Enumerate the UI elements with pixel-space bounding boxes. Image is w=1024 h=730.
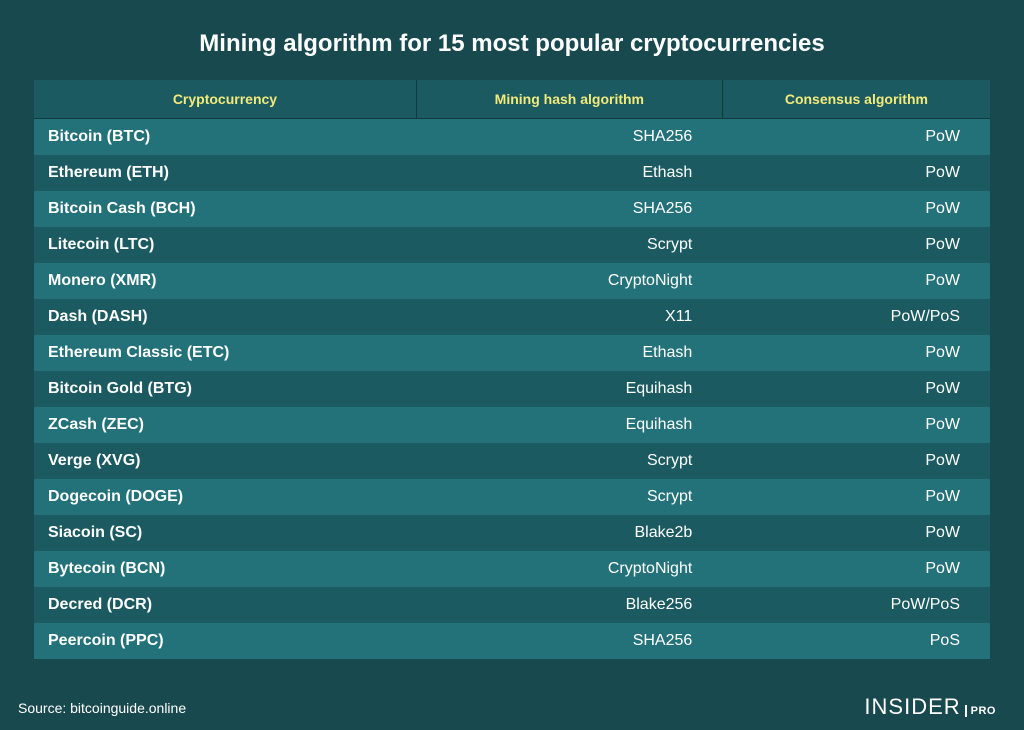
cell-cryptocurrency: Monero (XMR): [34, 263, 416, 299]
brand-logo: INSIDER PRO: [864, 694, 996, 720]
cell-consensus: PoW: [722, 263, 990, 299]
cell-hash: Scrypt: [416, 227, 722, 263]
table-row: Bytecoin (BCN)CryptoNightPoW: [34, 551, 990, 587]
cell-hash: Equihash: [416, 407, 722, 443]
brand-suffix: PRO: [965, 705, 996, 717]
cell-hash: Equihash: [416, 371, 722, 407]
cell-consensus: PoW: [722, 371, 990, 407]
cell-cryptocurrency: ZCash (ZEC): [34, 407, 416, 443]
col-header-hash: Mining hash algorithm: [416, 80, 722, 119]
table-header-row: Cryptocurrency Mining hash algorithm Con…: [34, 80, 990, 119]
cell-hash: CryptoNight: [416, 551, 722, 587]
cell-cryptocurrency: Dogecoin (DOGE): [34, 479, 416, 515]
cell-cryptocurrency: Bitcoin Cash (BCH): [34, 191, 416, 227]
cell-consensus: PoW: [722, 155, 990, 191]
table-row: Bitcoin Cash (BCH)SHA256PoW: [34, 191, 990, 227]
table-row: Dash (DASH)X11PoW/PoS: [34, 299, 990, 335]
cell-consensus: PoW: [722, 191, 990, 227]
cell-consensus: PoW: [722, 551, 990, 587]
cell-hash: SHA256: [416, 623, 722, 659]
cell-hash: Ethash: [416, 335, 722, 371]
cell-cryptocurrency: Siacoin (SC): [34, 515, 416, 551]
cell-cryptocurrency: Decred (DCR): [34, 587, 416, 623]
table-row: Ethereum (ETH)EthashPoW: [34, 155, 990, 191]
cell-hash: Blake256: [416, 587, 722, 623]
table-row: ZCash (ZEC)EquihashPoW: [34, 407, 990, 443]
cell-hash: Ethash: [416, 155, 722, 191]
source-label: Source: bitcoinguide.online: [18, 700, 186, 716]
cell-hash: Scrypt: [416, 443, 722, 479]
infographic-panel: Mining algorithm for 15 most popular cry…: [0, 0, 1024, 730]
cell-consensus: PoW: [722, 119, 990, 156]
cell-consensus: PoW: [722, 515, 990, 551]
cell-cryptocurrency: Peercoin (PPC): [34, 623, 416, 659]
cell-consensus: PoW/PoS: [722, 299, 990, 335]
cell-hash: X11: [416, 299, 722, 335]
crypto-table: Cryptocurrency Mining hash algorithm Con…: [34, 80, 990, 659]
col-header-cryptocurrency: Cryptocurrency: [34, 80, 416, 119]
cell-hash: Scrypt: [416, 479, 722, 515]
table-row: Peercoin (PPC)SHA256PoS: [34, 623, 990, 659]
cell-hash: CryptoNight: [416, 263, 722, 299]
table-row: Bitcoin Gold (BTG)EquihashPoW: [34, 371, 990, 407]
cell-consensus: PoW: [722, 227, 990, 263]
cell-consensus: PoW: [722, 335, 990, 371]
table-row: Dogecoin (DOGE)ScryptPoW: [34, 479, 990, 515]
brand-name: INSIDER: [864, 694, 960, 720]
cell-consensus: PoW: [722, 443, 990, 479]
table-row: Bitcoin (BTC)SHA256PoW: [34, 119, 990, 156]
table-row: Monero (XMR)CryptoNightPoW: [34, 263, 990, 299]
cell-consensus: PoS: [722, 623, 990, 659]
cell-cryptocurrency: Verge (XVG): [34, 443, 416, 479]
cell-cryptocurrency: Dash (DASH): [34, 299, 416, 335]
table-row: Litecoin (LTC)ScryptPoW: [34, 227, 990, 263]
cell-cryptocurrency: Ethereum Classic (ETC): [34, 335, 416, 371]
cell-consensus: PoW: [722, 479, 990, 515]
cell-cryptocurrency: Ethereum (ETH): [34, 155, 416, 191]
cell-cryptocurrency: Bitcoin (BTC): [34, 119, 416, 156]
cell-hash: SHA256: [416, 119, 722, 156]
col-header-consensus: Consensus algorithm: [722, 80, 990, 119]
cell-cryptocurrency: Litecoin (LTC): [34, 227, 416, 263]
cell-cryptocurrency: Bytecoin (BCN): [34, 551, 416, 587]
table-row: Decred (DCR)Blake256PoW/PoS: [34, 587, 990, 623]
cell-consensus: PoW: [722, 407, 990, 443]
cell-hash: SHA256: [416, 191, 722, 227]
table-row: Verge (XVG)ScryptPoW: [34, 443, 990, 479]
page-title: Mining algorithm for 15 most popular cry…: [34, 30, 990, 58]
cell-consensus: PoW/PoS: [722, 587, 990, 623]
cell-hash: Blake2b: [416, 515, 722, 551]
table-row: Ethereum Classic (ETC)EthashPoW: [34, 335, 990, 371]
cell-cryptocurrency: Bitcoin Gold (BTG): [34, 371, 416, 407]
table-row: Siacoin (SC)Blake2bPoW: [34, 515, 990, 551]
